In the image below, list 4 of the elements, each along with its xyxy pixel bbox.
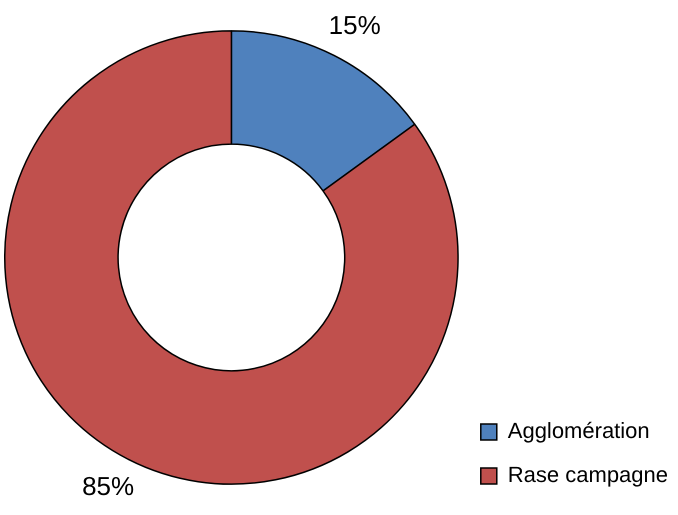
data-label: 15%	[328, 10, 381, 40]
legend-label: Rase campagne	[508, 462, 668, 488]
legend-label: Agglomération	[508, 418, 650, 444]
data-label: 85%	[82, 471, 134, 502]
